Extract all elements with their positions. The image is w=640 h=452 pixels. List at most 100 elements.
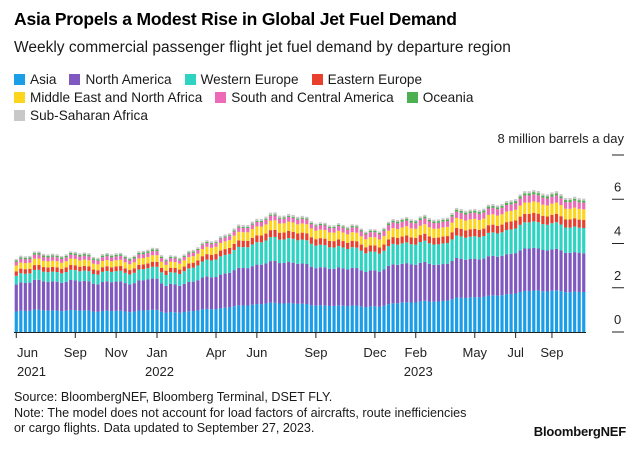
bar-segment xyxy=(573,226,577,253)
bar-segment xyxy=(486,208,490,215)
bar-segment xyxy=(146,279,150,311)
bar-segment xyxy=(273,212,277,215)
bar-segment xyxy=(550,196,554,204)
bar-segment xyxy=(96,257,100,260)
bar-segment xyxy=(218,256,223,275)
bar-segment xyxy=(323,230,327,239)
bar-segment xyxy=(577,219,581,228)
bar-segment xyxy=(350,267,354,306)
bar-segment xyxy=(191,262,195,268)
bar-segment xyxy=(264,224,268,234)
bar-segment xyxy=(332,305,336,332)
bar-segment xyxy=(337,226,341,231)
bar-segment xyxy=(577,198,581,201)
bar-segment xyxy=(455,235,459,258)
bar-segment xyxy=(368,245,372,252)
bar-segment xyxy=(55,310,59,332)
bar-segment xyxy=(305,303,309,332)
bar-segment xyxy=(291,222,295,232)
bar-segment xyxy=(382,236,386,245)
bar-segment xyxy=(119,252,123,255)
bar-segment xyxy=(486,256,490,296)
bar-segment xyxy=(246,247,250,269)
bar-segment xyxy=(296,303,300,332)
bar-segment xyxy=(355,224,359,227)
bar-segment xyxy=(414,219,418,222)
bar-segment xyxy=(491,214,495,225)
bar-segment xyxy=(504,204,509,212)
bar-segment xyxy=(559,194,563,197)
bar-segment xyxy=(291,217,295,223)
bar-segment xyxy=(37,252,41,255)
bar-segment xyxy=(309,237,313,244)
bar-segment xyxy=(414,221,418,224)
legend-item: Oceania xyxy=(406,88,473,106)
bar-segment xyxy=(296,240,300,264)
bar-segment xyxy=(491,255,495,296)
bar-segment xyxy=(37,309,41,332)
bar-segment xyxy=(273,229,277,237)
bar-segment xyxy=(41,255,46,257)
bar-segment xyxy=(359,250,363,271)
bar-segment xyxy=(150,255,155,262)
bar-segment xyxy=(550,214,554,224)
bar-segment xyxy=(28,255,32,258)
bar-segment xyxy=(545,196,549,199)
bar-segment xyxy=(209,247,214,256)
bar-segment xyxy=(32,309,37,332)
bar-segment xyxy=(355,268,359,306)
bar-segment xyxy=(500,255,504,296)
bar-segment xyxy=(277,217,282,219)
bar-segment xyxy=(187,257,191,264)
bar-segment xyxy=(441,227,445,237)
bar-segment xyxy=(432,223,436,229)
bar-segment xyxy=(536,290,540,332)
bar-segment xyxy=(541,215,545,225)
bar-segment xyxy=(73,251,77,254)
bar-segment xyxy=(137,251,141,253)
bar-segment xyxy=(432,221,436,224)
bar-segment xyxy=(178,260,182,264)
bar-segment xyxy=(368,232,372,238)
bar-segment xyxy=(486,206,490,209)
bar-segment xyxy=(364,307,368,332)
legend-label: Sub-Saharan Africa xyxy=(30,107,148,123)
bar-segment xyxy=(51,266,55,272)
bar-segment xyxy=(255,304,259,332)
bar-segment xyxy=(273,236,277,261)
bar-segment xyxy=(69,280,73,310)
bar-segment xyxy=(105,310,109,332)
bar-segment xyxy=(377,253,382,272)
bar-segment xyxy=(250,237,254,245)
bar-segment xyxy=(296,219,300,225)
bar-segment xyxy=(405,242,409,264)
bar-segment xyxy=(450,299,454,332)
bar-segment xyxy=(23,263,27,270)
bar-segment xyxy=(259,222,263,227)
bar-segment xyxy=(414,302,418,332)
bar-segment xyxy=(250,244,254,267)
bar-segment xyxy=(241,232,245,241)
bar-segment xyxy=(268,214,273,216)
bar-segment xyxy=(523,222,527,249)
bar-segment xyxy=(255,226,259,236)
bar-segment xyxy=(55,261,59,268)
bar-segment xyxy=(323,222,327,225)
bar-segment xyxy=(255,218,259,221)
bar-segment xyxy=(350,247,354,268)
bar-segment xyxy=(482,212,486,219)
bar-segment xyxy=(200,244,204,246)
bar-segment xyxy=(250,224,254,230)
bar-segment xyxy=(55,255,59,258)
bar-segment xyxy=(377,306,382,332)
bar-segment xyxy=(178,269,182,274)
bar-segment xyxy=(141,250,145,253)
bar-segment xyxy=(69,309,73,332)
bar-segment xyxy=(114,256,118,261)
bar-segment xyxy=(132,255,136,258)
bar-segment xyxy=(287,216,291,222)
bar-segment xyxy=(196,247,200,249)
bar-segment xyxy=(509,210,513,222)
bar-segment xyxy=(37,279,41,310)
bar-segment xyxy=(178,263,182,270)
